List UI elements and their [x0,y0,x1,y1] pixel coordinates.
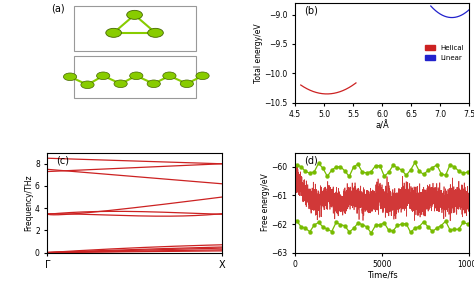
Circle shape [97,72,110,79]
Text: (a): (a) [51,4,64,14]
Text: (b): (b) [304,6,318,16]
Y-axis label: Total energy/eV: Total energy/eV [254,23,263,83]
Circle shape [147,28,164,37]
Circle shape [106,28,121,37]
Text: (c): (c) [56,156,69,166]
Circle shape [196,72,209,79]
FancyBboxPatch shape [73,6,196,51]
Circle shape [147,80,160,88]
Y-axis label: Free energy/eV: Free energy/eV [261,174,270,232]
Circle shape [81,81,94,89]
X-axis label: a/Å: a/Å [375,121,389,130]
Circle shape [64,73,77,81]
Text: (d): (d) [304,156,318,166]
FancyBboxPatch shape [73,56,196,98]
Circle shape [114,80,127,88]
Circle shape [163,72,176,79]
Legend: Helical, Linear: Helical, Linear [423,44,466,62]
X-axis label: Time/fs: Time/fs [367,271,398,280]
Circle shape [180,80,193,88]
Circle shape [130,72,143,79]
Circle shape [127,10,142,19]
Y-axis label: Frequency/THz: Frequency/THz [25,174,34,231]
